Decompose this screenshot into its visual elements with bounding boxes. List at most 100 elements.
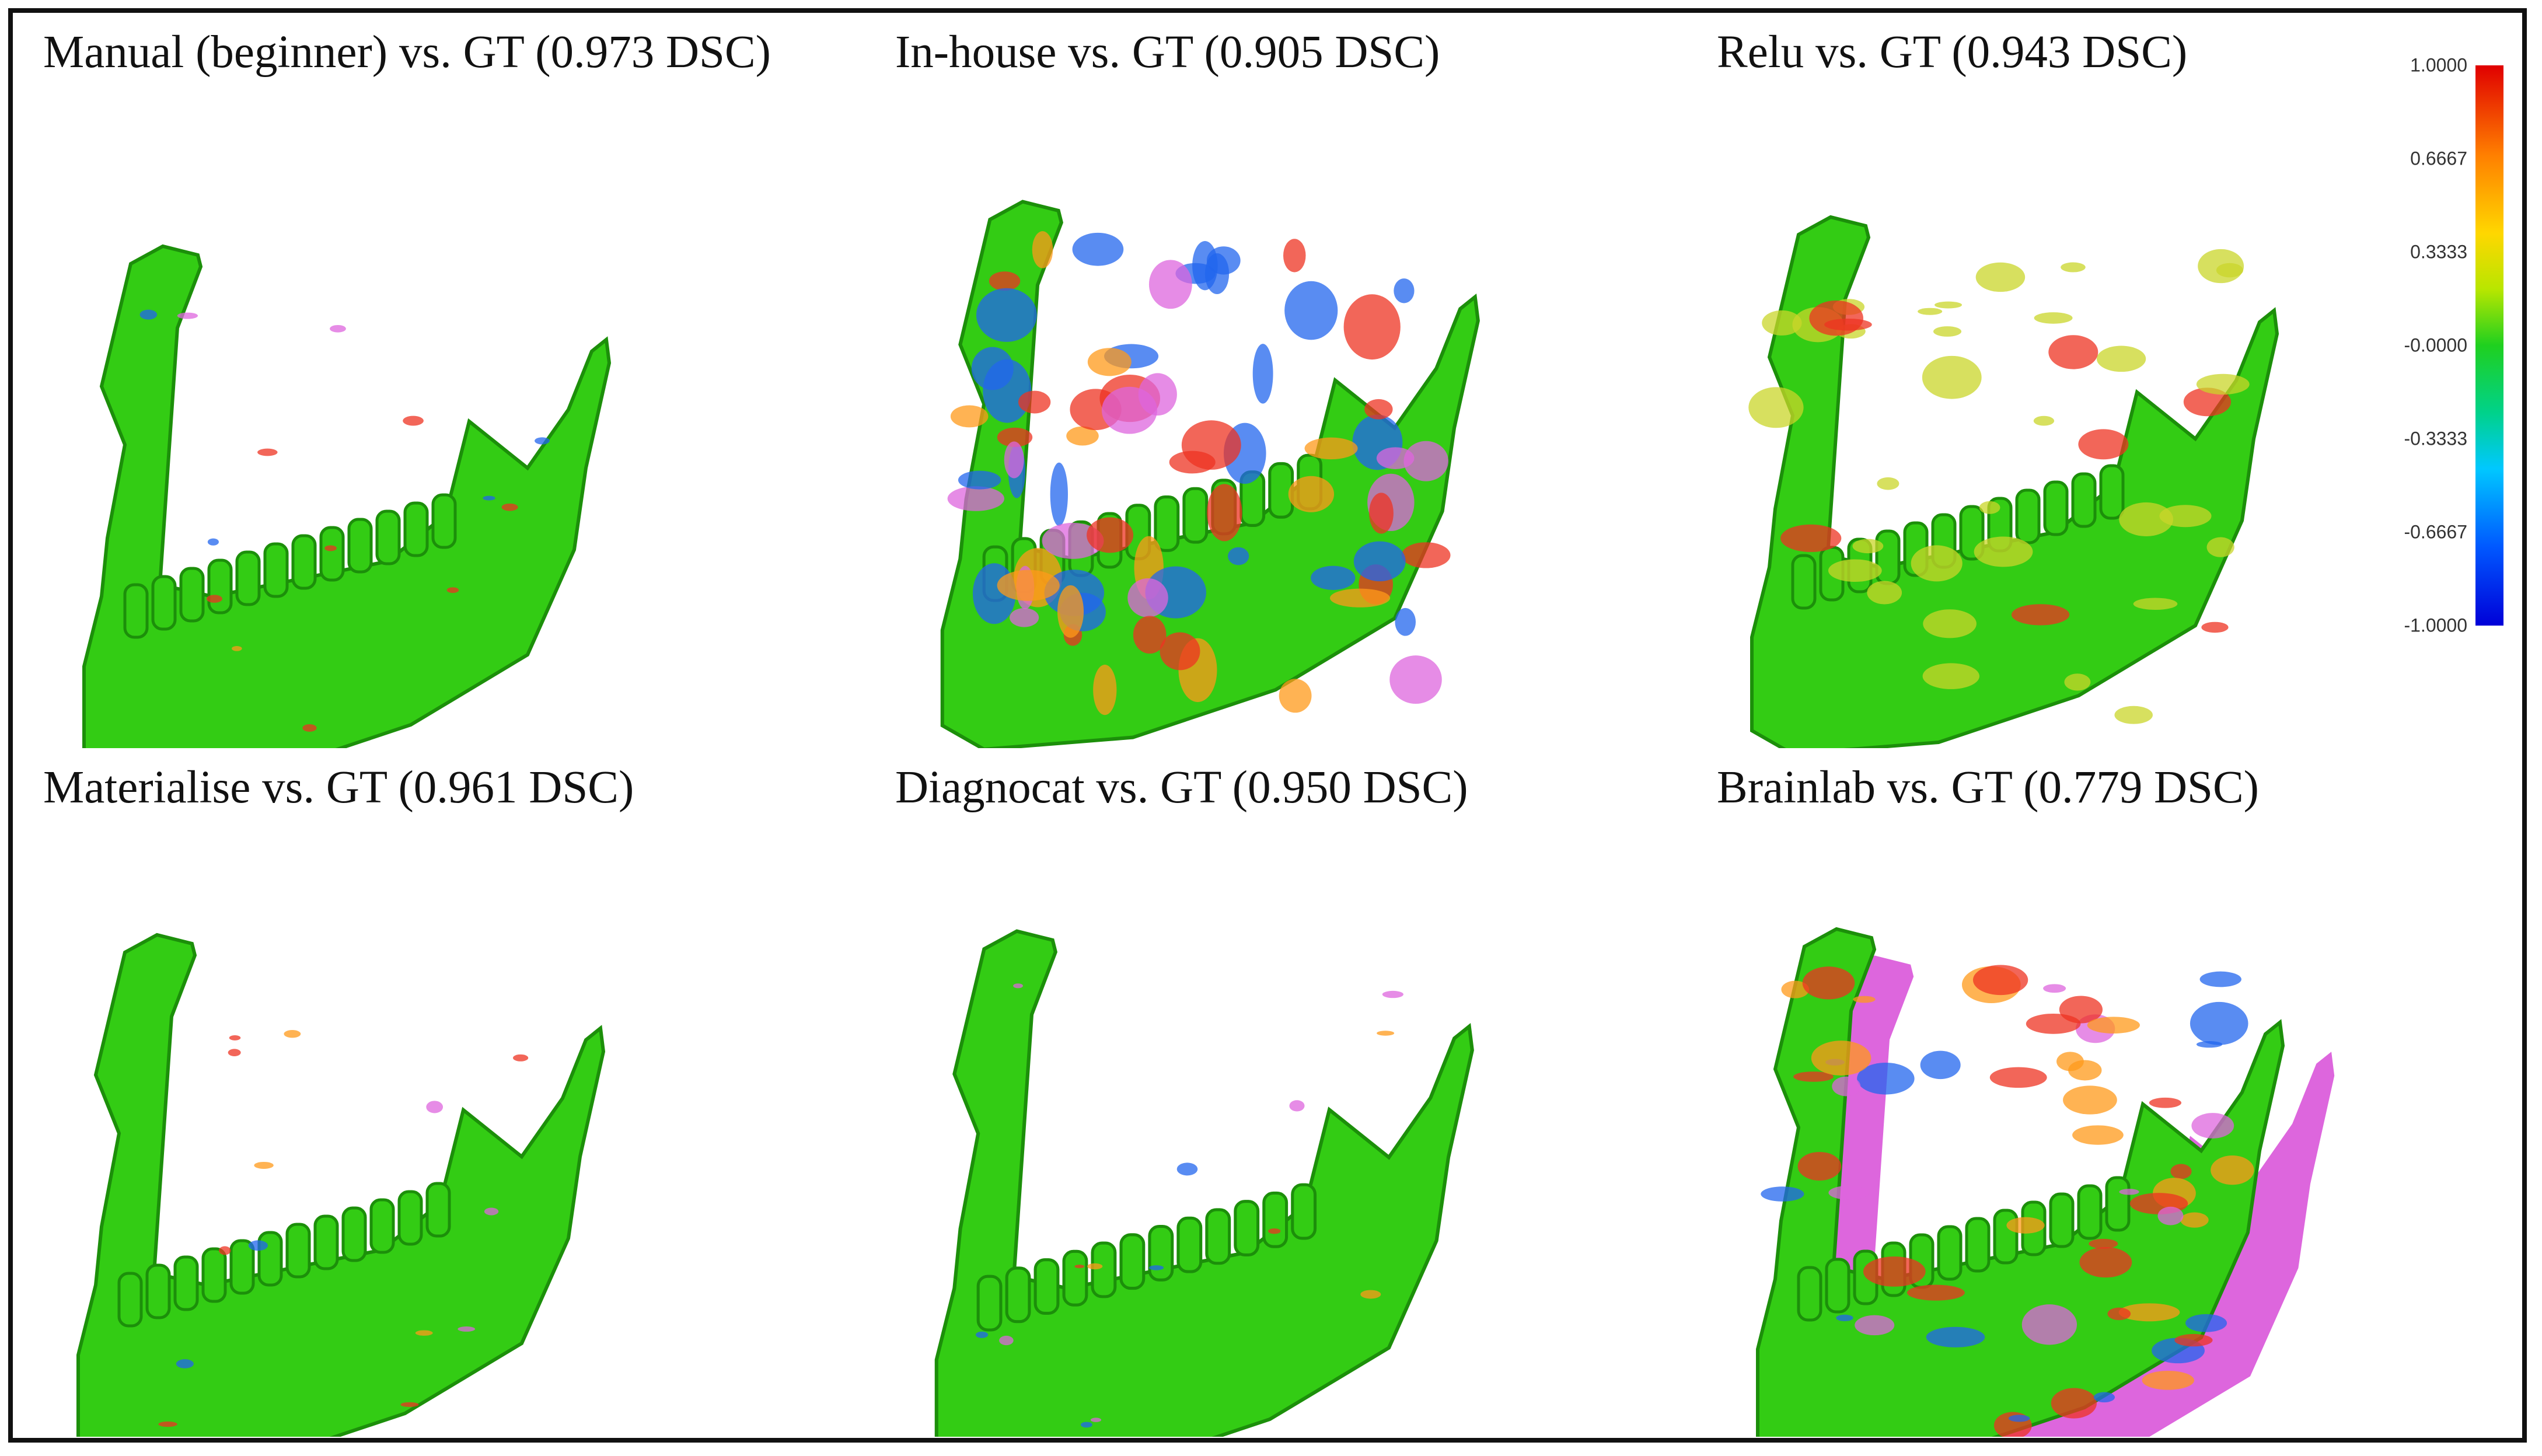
tooth xyxy=(2043,480,2069,536)
error-patch xyxy=(1090,1417,1102,1422)
error-patch xyxy=(950,405,989,428)
error-patch xyxy=(1394,278,1415,303)
colorbar-tick-label: -0.0000 xyxy=(2404,334,2467,356)
error-patch xyxy=(947,486,1004,511)
error-patch xyxy=(1918,308,1943,315)
error-patch xyxy=(1781,980,1810,998)
tooth xyxy=(123,583,149,639)
error-patch xyxy=(2180,1212,2209,1228)
error-patch xyxy=(228,1049,241,1056)
error-patch xyxy=(1376,447,1415,469)
tooth xyxy=(1965,1217,1991,1273)
error-patch xyxy=(1748,387,1804,428)
panel-relu: Relu vs. GT (0.943 DSC) xyxy=(1717,25,2359,748)
error-patch xyxy=(403,415,424,426)
error-patch xyxy=(1793,1071,1834,1082)
error-patch xyxy=(971,347,1014,390)
tooth xyxy=(2015,488,2041,544)
error-patch xyxy=(1382,990,1403,998)
error-patch xyxy=(2119,502,2174,536)
tooth xyxy=(229,1239,255,1295)
tooth xyxy=(375,509,401,565)
error-patch xyxy=(1013,983,1023,989)
error-patch xyxy=(1933,326,1962,337)
error-patch xyxy=(1836,1314,1853,1321)
tooth xyxy=(425,1182,451,1238)
error-patch xyxy=(1906,1284,1965,1301)
error-patch xyxy=(1176,1162,1198,1176)
error-patch xyxy=(1389,655,1442,704)
error-patch xyxy=(2196,373,2250,395)
error-patch xyxy=(1148,1265,1164,1270)
tooth xyxy=(179,567,205,623)
tooth xyxy=(257,1231,283,1287)
tooth xyxy=(1797,1266,1822,1322)
error-patch xyxy=(207,538,219,546)
tooth xyxy=(201,1247,227,1303)
error-patch xyxy=(2157,1206,2184,1225)
error-patch xyxy=(415,1330,433,1336)
error-patch xyxy=(324,545,337,551)
error-patch xyxy=(284,1029,301,1038)
error-patch xyxy=(1855,1315,1895,1336)
error-patch xyxy=(1853,996,1876,1003)
colorbar-tick-label: 1.0000 xyxy=(2410,54,2467,76)
error-patch xyxy=(1877,477,1899,490)
error-patch xyxy=(1828,1185,1869,1200)
tooth xyxy=(1291,1183,1317,1240)
error-patch xyxy=(1824,318,1872,331)
mandible-surface-materialise xyxy=(76,933,606,1437)
error-patch xyxy=(1377,1031,1395,1036)
error-patch xyxy=(400,1402,419,1407)
bone-surface xyxy=(934,929,1474,1437)
error-patch xyxy=(2026,1013,2081,1034)
tooth xyxy=(1182,487,1209,544)
mandible-surface-relu xyxy=(1748,215,2279,748)
error-patch xyxy=(1922,355,1982,399)
error-patch xyxy=(976,288,1037,342)
colorbar: 1.0000 0.6667 0.3333 -0.0000 -0.3333 -0.… xyxy=(2365,55,2540,643)
error-patch xyxy=(1360,1290,1381,1299)
tooth xyxy=(431,493,457,549)
error-patch xyxy=(1138,373,1177,416)
error-patch xyxy=(2211,1155,2254,1185)
error-patch xyxy=(2199,971,2241,987)
error-patch xyxy=(989,271,1021,291)
error-patch xyxy=(2201,621,2229,633)
tooth xyxy=(1005,1266,1031,1324)
tooth xyxy=(173,1255,199,1311)
error-patch xyxy=(229,1035,241,1041)
error-patch xyxy=(254,1161,274,1169)
error-patch xyxy=(2114,706,2153,724)
error-patch xyxy=(139,309,158,320)
error-patch xyxy=(446,587,459,593)
tooth xyxy=(1148,1224,1174,1282)
tooth xyxy=(1875,529,1901,585)
tooth xyxy=(2049,1192,2075,1248)
error-patch xyxy=(1926,1326,1985,1347)
error-patch xyxy=(232,646,242,651)
mandible-shape xyxy=(76,933,606,1437)
error-patch xyxy=(1283,239,1306,273)
error-patch xyxy=(1852,539,1884,554)
error-patch xyxy=(2190,1001,2248,1045)
tooth xyxy=(1062,1249,1088,1307)
tooth xyxy=(1091,1241,1117,1298)
error-patch xyxy=(2068,1060,2102,1081)
tooth xyxy=(976,1275,1003,1332)
error-patch xyxy=(1934,301,1963,309)
error-patch xyxy=(1279,679,1312,713)
panel-caption: Relu vs. GT (0.943 DSC) xyxy=(1717,27,2188,78)
mandible-shape xyxy=(934,929,1474,1437)
error-patch xyxy=(458,1326,476,1332)
tooth xyxy=(2099,464,2125,520)
error-patch xyxy=(2079,1247,2132,1278)
colorbar-tick-label: 0.6667 xyxy=(2410,148,2467,169)
error-patch xyxy=(1974,536,2033,567)
error-patch xyxy=(2183,387,2232,417)
error-patch xyxy=(1072,232,1124,266)
error-patch xyxy=(2043,984,2066,993)
error-patch xyxy=(1127,578,1168,617)
error-patch xyxy=(1074,1265,1085,1269)
error-patch xyxy=(257,448,278,456)
